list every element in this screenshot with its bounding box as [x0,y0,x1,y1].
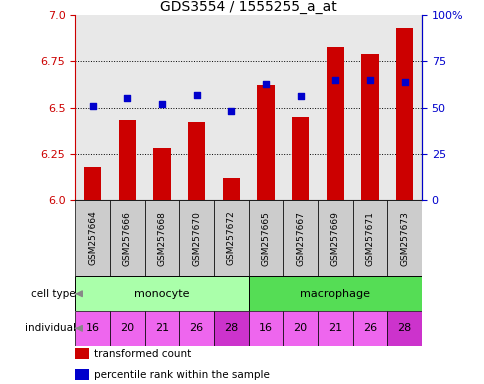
FancyBboxPatch shape [386,200,421,276]
Text: 16: 16 [258,323,272,333]
Text: GSM257673: GSM257673 [399,211,408,265]
FancyBboxPatch shape [352,200,386,276]
Bar [326,47,343,200]
Point [365,77,373,83]
Text: GSM257670: GSM257670 [192,211,201,265]
FancyBboxPatch shape [283,200,318,276]
Bar [222,177,240,200]
Text: 20: 20 [293,323,307,333]
FancyBboxPatch shape [75,311,109,346]
FancyBboxPatch shape [318,311,352,346]
Text: 20: 20 [120,323,134,333]
FancyBboxPatch shape [283,311,318,346]
Text: 16: 16 [85,323,99,333]
FancyBboxPatch shape [213,311,248,346]
Text: percentile rank within the sample: percentile rank within the sample [94,370,270,380]
Text: macrophage: macrophage [300,289,369,299]
FancyBboxPatch shape [179,200,213,276]
Point [400,79,408,85]
Bar [257,85,274,200]
FancyBboxPatch shape [144,311,179,346]
Text: 26: 26 [189,323,203,333]
Text: GSM257665: GSM257665 [261,211,270,265]
FancyBboxPatch shape [75,200,109,276]
Point [227,108,235,114]
Point [331,77,338,83]
Text: cell type: cell type [31,289,76,299]
Text: GSM257668: GSM257668 [157,211,166,265]
Title: GDS3554 / 1555255_a_at: GDS3554 / 1555255_a_at [160,0,336,14]
Bar [395,28,412,200]
Bar [187,122,205,200]
Point [123,95,131,101]
Bar [118,121,136,200]
Text: GSM257664: GSM257664 [88,211,97,265]
Text: GSM257671: GSM257671 [364,211,374,265]
Point [296,93,304,99]
Bar [153,148,170,200]
FancyBboxPatch shape [109,200,144,276]
Bar [75,348,89,359]
FancyBboxPatch shape [248,276,421,311]
Text: transformed count: transformed count [94,349,191,359]
Point [89,103,96,109]
FancyBboxPatch shape [318,200,352,276]
Bar [291,117,309,200]
FancyBboxPatch shape [248,311,283,346]
Bar [75,369,89,380]
Text: monocyte: monocyte [134,289,189,299]
FancyBboxPatch shape [352,311,386,346]
Bar [84,167,101,200]
FancyBboxPatch shape [386,311,421,346]
Text: 28: 28 [224,323,238,333]
Text: GSM257666: GSM257666 [122,211,132,265]
FancyBboxPatch shape [109,311,144,346]
Text: 21: 21 [328,323,342,333]
Text: 21: 21 [154,323,168,333]
Point [192,91,200,98]
FancyBboxPatch shape [248,200,283,276]
Point [158,101,166,107]
FancyBboxPatch shape [179,311,213,346]
Text: 28: 28 [397,323,411,333]
FancyBboxPatch shape [75,276,248,311]
Text: individual: individual [25,323,76,333]
Text: GSM257672: GSM257672 [226,211,235,265]
Text: 26: 26 [362,323,376,333]
Bar [361,54,378,200]
Text: GSM257667: GSM257667 [295,211,304,265]
FancyBboxPatch shape [144,200,179,276]
Text: GSM257669: GSM257669 [330,211,339,265]
Point [261,81,269,87]
FancyBboxPatch shape [213,200,248,276]
